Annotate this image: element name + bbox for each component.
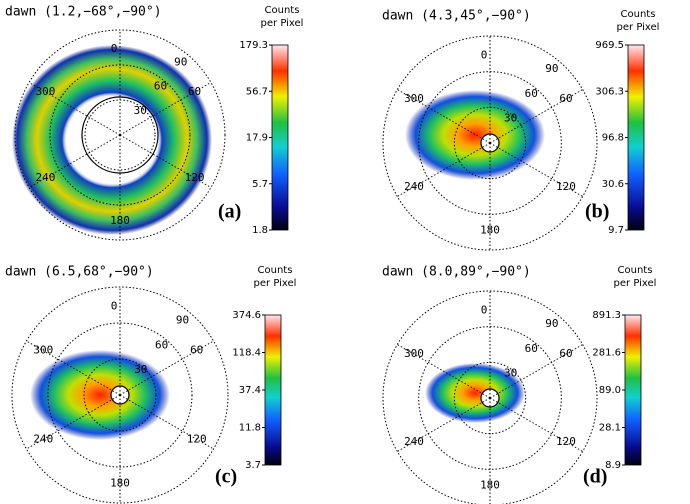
- colorbar: [628, 45, 644, 230]
- colorbar-label: Counts: [618, 265, 653, 276]
- heatmap: [405, 90, 545, 180]
- azimuth-label: 0: [481, 48, 488, 61]
- radius-label: 90: [545, 317, 558, 330]
- colorbar-tick-label: 179.3: [239, 40, 268, 51]
- radius-label: 90: [545, 62, 558, 75]
- colorbar-label: Counts: [621, 9, 656, 20]
- colorbar: [272, 45, 288, 230]
- azimuth-label: 300: [33, 344, 53, 357]
- colorbar-label: per Pixel: [261, 18, 304, 29]
- heatmap: [12, 45, 212, 235]
- colorbar-tick-label: 9.7: [608, 225, 624, 236]
- radius-label: 90: [176, 314, 189, 327]
- colorbar-tick-label: 969.5: [595, 40, 624, 51]
- colorbar-label: per Pixel: [254, 278, 297, 289]
- panel-title: dawn (8.0,89°,−90°): [382, 265, 531, 280]
- colorbar-tick-label: 5.7: [252, 179, 268, 190]
- radius-label: 30: [504, 366, 517, 379]
- panel-letter: (b): [585, 201, 609, 223]
- radius-label: 30: [134, 104, 147, 117]
- radius-label: 60: [155, 338, 168, 351]
- radius-label: 60: [154, 80, 167, 93]
- azimuth-label: 120: [556, 180, 576, 193]
- colorbar-tick-label: 56.7: [246, 86, 268, 97]
- colorbar-label: Counts: [265, 5, 300, 16]
- colorbar-tick-label: 11.8: [239, 423, 261, 434]
- panel-title: dawn (6.5,68°,−90°): [5, 265, 154, 280]
- panel: 0 60 120 180 240 300 90 60 30 dawn (6.5,68°,−90°)…: [5, 265, 296, 504]
- panel-letter: (a): [218, 201, 241, 223]
- colorbar-tick-label: 28.1: [599, 423, 621, 434]
- azimuth-label: 0: [481, 303, 488, 316]
- colorbar-tick-label: 3.7: [245, 460, 261, 471]
- azimuth-label: 240: [404, 435, 424, 448]
- panel-title: dawn (1.2,−68°,−90°): [5, 5, 162, 20]
- colorbar-label: per Pixel: [614, 278, 657, 289]
- radius-label: 30: [504, 111, 517, 124]
- colorbar-tick-label: 281.6: [592, 348, 621, 359]
- panel: 0 60 120 180 240 300 90 60 30 dawn (8.0,89°,−90°)…: [382, 265, 656, 504]
- heatmap: [30, 350, 170, 440]
- colorbar-tick-label: 374.6: [232, 310, 261, 321]
- panel: 0 60 120 180 240 300 90 60 30 dawn (1.2,−68°,−90°…: [5, 5, 303, 241]
- panel: 0 60 120 180 240 300 90 60 30 dawn (4.3,45°,−90°)…: [382, 9, 659, 251]
- colorbar-tick-label: 1.8: [252, 225, 268, 236]
- azimuth-label: 300: [35, 85, 55, 98]
- azimuth-label: 180: [110, 477, 130, 490]
- colorbar: [265, 315, 281, 465]
- colorbar: [625, 315, 641, 465]
- azimuth-label: 120: [187, 432, 207, 445]
- azimuth-label: 120: [556, 435, 576, 448]
- azimuth-label: 180: [480, 224, 500, 237]
- radius-label: 30: [134, 363, 147, 376]
- colorbar-tick-label: 37.4: [239, 385, 261, 396]
- azimuth-label: 120: [185, 171, 205, 184]
- panel-letter: (c): [215, 466, 237, 488]
- colorbar-tick-label: 89.0: [599, 385, 621, 396]
- azimuth-label: 180: [110, 214, 130, 227]
- azimuth-label: 300: [404, 347, 424, 360]
- azimuth-label: 60: [559, 92, 572, 105]
- panel-title: dawn (4.3,45°,−90°): [382, 9, 531, 24]
- azimuth-label: 240: [404, 180, 424, 193]
- colorbar-tick-label: 17.9: [246, 133, 268, 144]
- colorbar-tick-label: 891.3: [592, 310, 621, 321]
- colorbar-tick-label: 306.3: [595, 86, 624, 97]
- azimuth-label: 0: [111, 42, 118, 55]
- azimuth-label: 0: [111, 299, 118, 312]
- azimuth-label: 180: [480, 479, 500, 492]
- azimuth-label: 60: [188, 85, 201, 98]
- azimuth-label: 60: [190, 344, 203, 357]
- radius-label: 90: [174, 56, 187, 69]
- radius-label: 60: [525, 87, 538, 100]
- azimuth-label: 240: [33, 432, 53, 445]
- radius-label: 60: [525, 342, 538, 355]
- colorbar-label: per Pixel: [617, 22, 660, 33]
- panel-letter: (d): [583, 466, 607, 488]
- azimuth-label: 300: [404, 92, 424, 105]
- colorbar-tick-label: 8.9: [605, 460, 621, 471]
- azimuth-label: 60: [559, 347, 572, 360]
- colorbar-label: Counts: [258, 265, 293, 276]
- azimuth-label: 240: [35, 171, 55, 184]
- colorbar-tick-label: 118.4: [232, 348, 261, 359]
- colorbar-tick-label: 30.6: [602, 179, 624, 190]
- colorbar-tick-label: 96.8: [602, 133, 624, 144]
- figure: 060120180240300906030dawn (1.2,−68°,−90°…: [0, 0, 690, 504]
